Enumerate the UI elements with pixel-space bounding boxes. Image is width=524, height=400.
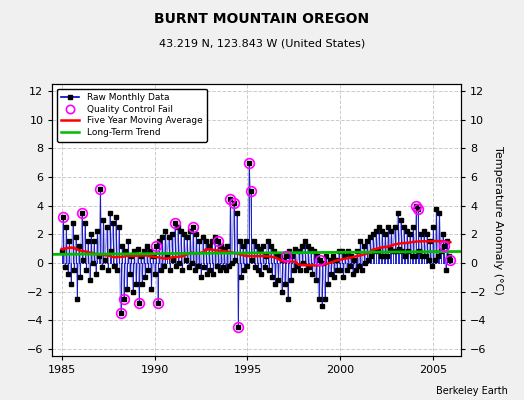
Text: BURNT MOUNTAIN OREGON: BURNT MOUNTAIN OREGON <box>155 12 369 26</box>
Text: 43.219 N, 123.843 W (United States): 43.219 N, 123.843 W (United States) <box>159 38 365 48</box>
Legend: Raw Monthly Data, Quality Control Fail, Five Year Moving Average, Long-Term Tren: Raw Monthly Data, Quality Control Fail, … <box>57 88 207 142</box>
Text: Berkeley Earth: Berkeley Earth <box>436 386 508 396</box>
Y-axis label: Temperature Anomaly (°C): Temperature Anomaly (°C) <box>493 146 504 294</box>
